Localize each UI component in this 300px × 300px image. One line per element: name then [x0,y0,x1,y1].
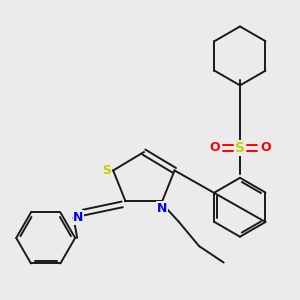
Text: N: N [73,211,84,224]
Text: O: O [209,142,220,154]
Text: S: S [102,164,111,177]
Text: O: O [260,142,271,154]
Text: S: S [235,141,245,155]
Text: N: N [157,202,167,214]
